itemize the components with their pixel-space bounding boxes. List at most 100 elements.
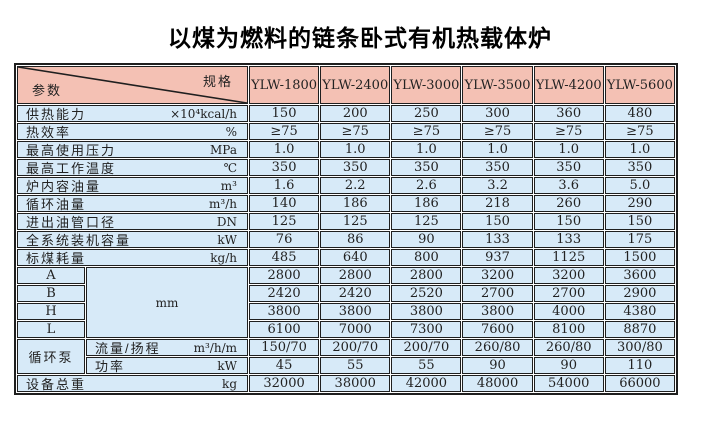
value-cell: 8100	[533, 321, 604, 338]
param-cell-inner: 供热能力 ×10⁴kcal/h	[18, 106, 247, 122]
value-cell: 3600	[604, 267, 675, 284]
value-cell: 90	[462, 357, 533, 374]
value-cell: 480	[604, 105, 675, 122]
table-row: B 2420 2420 2520 2700 2700 2900	[17, 285, 675, 302]
dim-label: L	[17, 321, 85, 338]
value-cell: 6100	[249, 321, 320, 338]
value-cell: ≥75	[391, 123, 462, 140]
value-cell: 937	[462, 249, 533, 266]
table-row: 炉内容油量 m³ 1.6 2.2 2.6 3.2 3.6 5.0	[17, 177, 675, 194]
value-cell: 3800	[249, 303, 320, 320]
corner-param-label: 参数	[32, 83, 63, 98]
row-unit: kW	[217, 232, 237, 247]
row-label: 热效率	[26, 125, 72, 140]
value-cell: 360	[533, 105, 604, 122]
value-cell: 260/80	[462, 339, 533, 356]
value-cell: 54000	[533, 375, 604, 392]
value-cell: 1125	[533, 249, 604, 266]
param-cell: 供热能力 ×10⁴kcal/h	[17, 105, 248, 122]
value-cell: 350	[533, 159, 604, 176]
value-cell: 3.2	[462, 177, 533, 194]
header-row: 规格 参数 YLW-1800 YLW-2400 YLW-3000 YLW-3500 YL…	[17, 66, 675, 104]
row-label: 全系统装机容量	[26, 233, 132, 248]
value-cell: 133	[533, 231, 604, 248]
row-label: 进出油管口径	[26, 215, 117, 230]
value-cell: 3.6	[533, 177, 604, 194]
value-cell: 200	[320, 105, 391, 122]
param-cell: 最高工作温度 ℃	[17, 159, 248, 176]
value-cell: 150	[462, 213, 533, 230]
value-cell: 3800	[391, 303, 462, 320]
row-unit: %	[225, 124, 237, 139]
model-header: YLW-1800	[249, 66, 320, 104]
value-cell: 1.0	[249, 141, 320, 158]
value-cell: 42000	[391, 375, 462, 392]
value-cell: 7600	[462, 321, 533, 338]
value-cell: 66000	[604, 375, 675, 392]
param-cell-inner: 热效率%	[18, 124, 247, 140]
row-label: 功率	[95, 359, 126, 374]
value-cell: 2420	[320, 285, 391, 302]
table-row: H 3800 3800 3800 3800 4000 4380	[17, 303, 675, 320]
value-cell: 350	[320, 159, 391, 176]
value-cell: 1500	[604, 249, 675, 266]
value-cell: 2800	[249, 267, 320, 284]
diagonal-line	[18, 67, 247, 103]
value-cell: 48000	[462, 375, 533, 392]
value-cell: ≥75	[604, 123, 675, 140]
row-unit: ×10⁴kcal/h	[170, 106, 237, 121]
dim-unit-label: mm	[86, 267, 248, 338]
row-unit: kg/h	[210, 250, 237, 265]
param-cell-inner: 设备总重 kg	[18, 376, 247, 392]
table-row: 标煤耗量 kg/h 485 640 800 937 1125 1500	[17, 249, 675, 266]
value-cell: 140	[249, 195, 320, 212]
param-cell-inner: 流量/扬程 m³/h/m	[87, 340, 247, 356]
value-cell: 2.6	[391, 177, 462, 194]
value-cell: 218	[462, 195, 533, 212]
param-cell: 最高使用压力 MPa	[17, 141, 248, 158]
table-row: 循环油量 m³/h 140 186 186 218 260 290	[17, 195, 675, 212]
row-label: 设备总重	[26, 377, 87, 392]
value-cell: 133	[462, 231, 533, 248]
page-title: 以煤为燃料的链条卧式有机热载体炉	[168, 25, 552, 51]
value-cell: 300	[462, 105, 533, 122]
value-cell: 186	[391, 195, 462, 212]
value-cell: 2900	[604, 285, 675, 302]
value-cell: 1.0	[462, 141, 533, 158]
param-cell-inner: 循环油量 m³/h	[18, 196, 247, 212]
dim-label: H	[17, 303, 85, 320]
table-row: 热效率% ≥75 ≥75 ≥75 ≥75 ≥75 ≥75	[17, 123, 675, 140]
value-cell: 260	[533, 195, 604, 212]
row-unit: kg	[222, 376, 237, 391]
value-cell: 2700	[533, 285, 604, 302]
value-cell: 186	[320, 195, 391, 212]
row-unit: m³	[220, 178, 237, 193]
param-cell-inner: 最高使用压力 MPa	[18, 142, 247, 158]
model-header: YLW-3000	[391, 66, 462, 104]
value-cell: ≥75	[320, 123, 391, 140]
param-cell-inner: 全系统装机容量 kW	[18, 232, 247, 248]
row-unit: DN	[216, 214, 237, 229]
value-cell: 4380	[604, 303, 675, 320]
model-header: YLW-3500	[462, 66, 533, 104]
value-cell: 90	[533, 357, 604, 374]
value-cell: ≥75	[462, 123, 533, 140]
corner-spec-label: 规格	[202, 74, 233, 89]
value-cell: 76	[249, 231, 320, 248]
row-label: 流量/扬程	[95, 341, 161, 356]
param-cell: 循环油量 m³/h	[17, 195, 248, 212]
row-label: 最高使用压力	[26, 143, 117, 158]
param-cell: 功率 kW	[86, 357, 248, 374]
model-header: YLW-4200	[533, 66, 604, 104]
value-cell: 350	[462, 159, 533, 176]
value-cell: 350	[249, 159, 320, 176]
param-cell: 进出油管口径 DN	[17, 213, 248, 230]
table-row: 设备总重 kg 32000 38000 42000 48000 54000 66000	[17, 375, 675, 392]
table-row: 进出油管口径 DN 125 125 125 150 150 150	[17, 213, 675, 230]
value-cell: 110	[604, 357, 675, 374]
value-cell: 55	[391, 357, 462, 374]
value-cell: 640	[320, 249, 391, 266]
value-cell: 150	[533, 213, 604, 230]
row-label: 循环油量	[26, 197, 87, 212]
param-cell-inner: 进出油管口径 DN	[18, 214, 247, 230]
